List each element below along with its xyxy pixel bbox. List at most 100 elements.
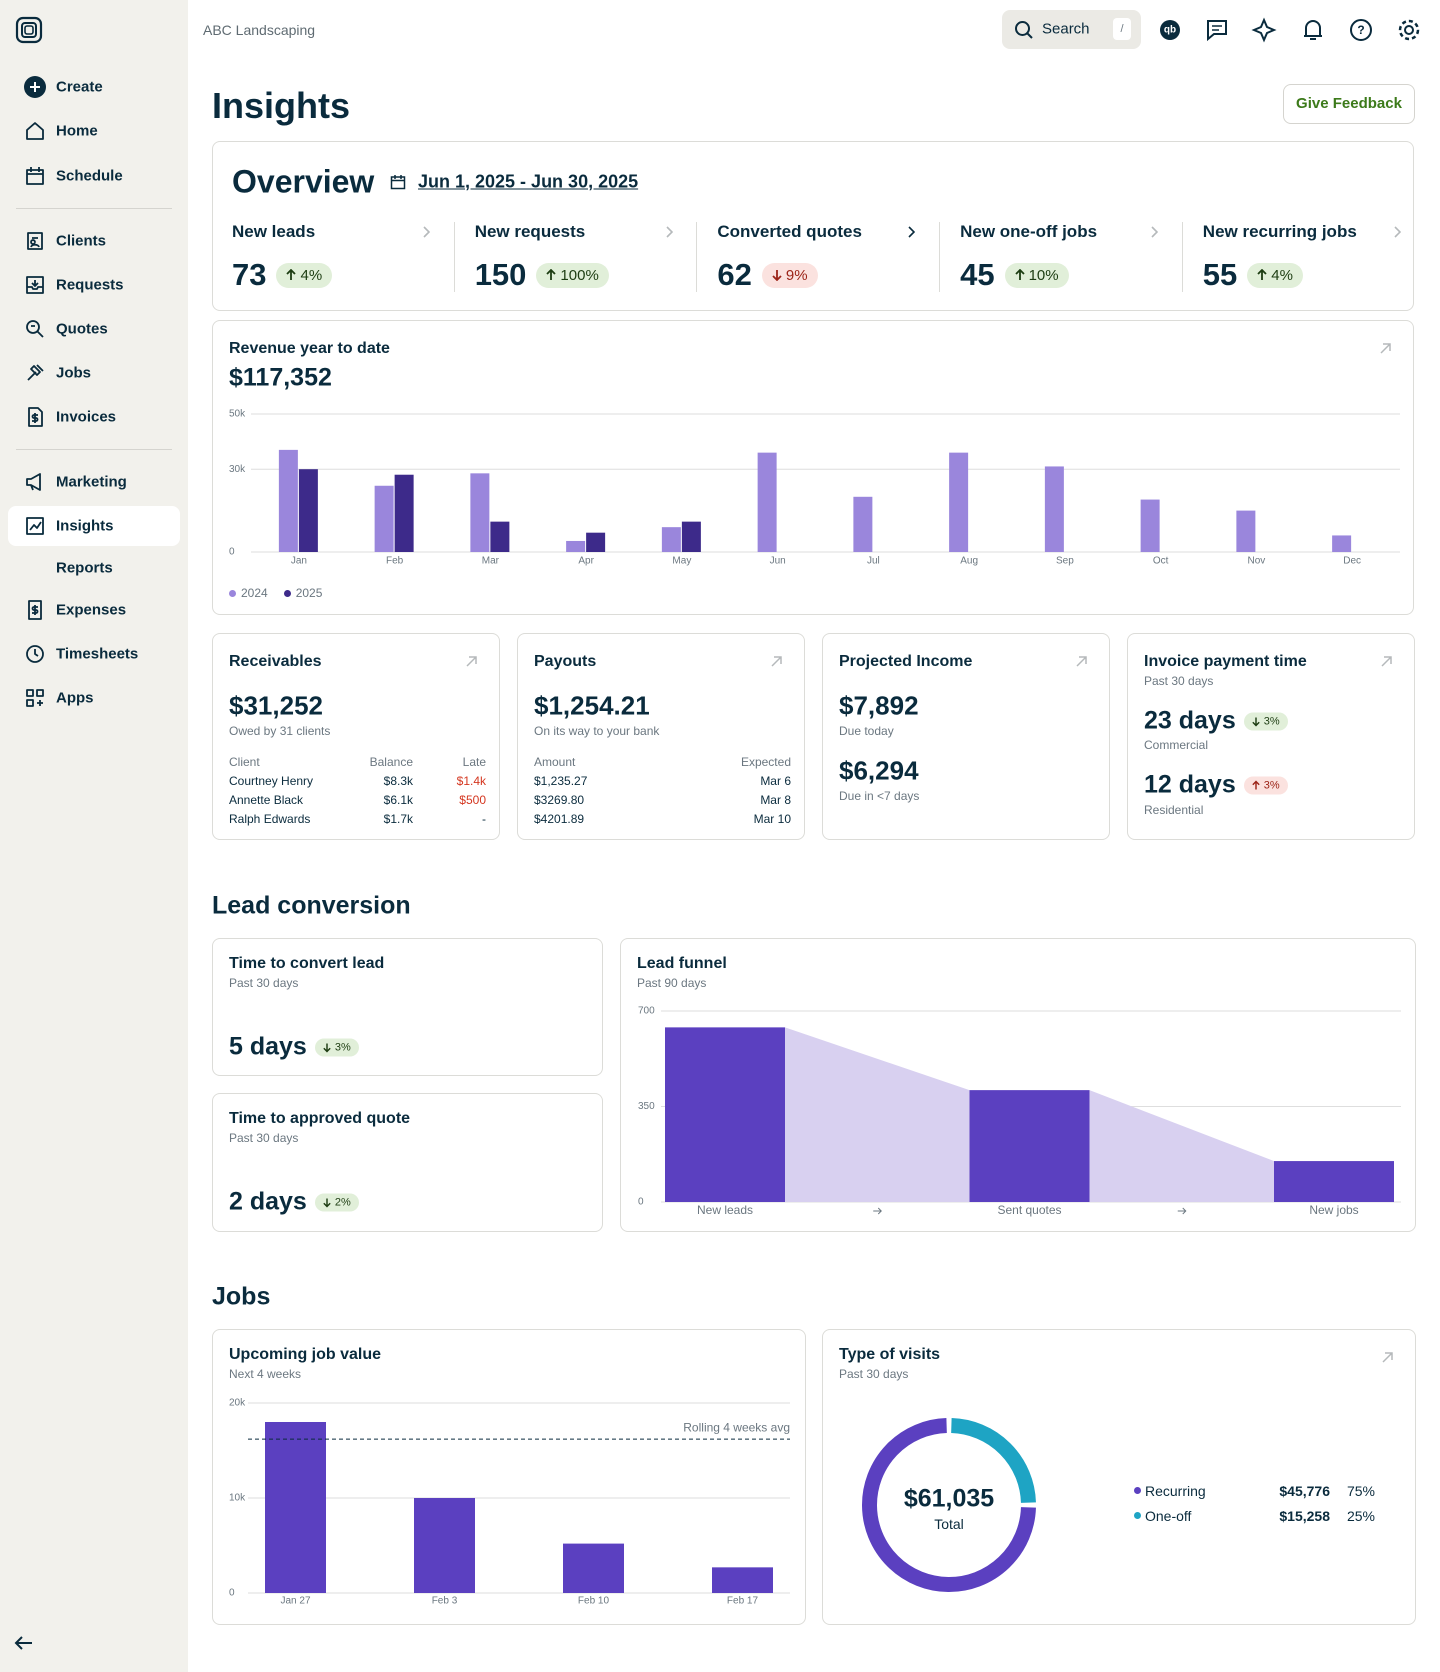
nav-item[interactable]: Create <box>8 67 180 107</box>
search-box[interactable]: Search / <box>1002 10 1141 49</box>
value-row: 55 4% <box>1203 257 1303 293</box>
legend-dot <box>229 589 236 597</box>
bar <box>374 485 394 552</box>
donut-segment <box>862 1418 1036 1592</box>
open-button[interactable] <box>1380 343 1391 354</box>
nav-item[interactable]: Insights <box>8 506 180 546</box>
nav-item[interactable]: Home <box>8 111 180 151</box>
column-header: Client <box>229 755 260 769</box>
metric-chevron <box>1394 226 1401 238</box>
note: Due today <box>839 724 894 738</box>
search-placeholder: Search <box>1042 20 1090 38</box>
quickbooks-button[interactable]: qb <box>1160 20 1180 40</box>
change-pill: 3% <box>1243 776 1288 794</box>
nav-item[interactable]: Quotes <box>8 309 180 349</box>
nav-item[interactable]: Marketing <box>8 462 180 502</box>
open-button[interactable] <box>771 656 782 667</box>
x-tick-label: May <box>672 556 691 567</box>
search-icon <box>1015 21 1033 39</box>
table-cell: Mar 8 <box>760 793 791 807</box>
open-button[interactable] <box>1381 656 1392 667</box>
value-row: 2 days 2% <box>229 1188 359 1217</box>
change-pill: 3% <box>314 1038 359 1056</box>
column-header: Balance <box>369 755 413 769</box>
x-tick-label: New leads <box>697 1203 753 1217</box>
open-icon <box>1076 656 1087 667</box>
y-tick-label: 0 <box>229 547 235 558</box>
bar <box>265 1422 326 1593</box>
metric-chevron <box>423 226 430 238</box>
bar <box>1140 499 1160 552</box>
arrow-path <box>1014 269 1025 280</box>
collapse-button[interactable] <box>14 1634 34 1652</box>
bar <box>566 540 586 552</box>
icon-shape <box>30 82 40 92</box>
nav-item[interactable]: Schedule <box>8 156 180 196</box>
messages-button[interactable] <box>1207 20 1227 42</box>
date-range[interactable]: Jun 1, 2025 - Jun 30, 2025 <box>418 171 639 192</box>
metric-chevron <box>1151 226 1159 238</box>
change-arrow <box>1014 269 1025 280</box>
bar <box>757 452 777 552</box>
open-button[interactable] <box>466 656 477 667</box>
nav-icon <box>27 232 43 250</box>
value: 5 days <box>229 1032 307 1061</box>
nav-item[interactable]: Reports <box>8 548 180 588</box>
help-button[interactable]: ? <box>1350 19 1372 41</box>
nav-item[interactable]: Requests <box>8 265 180 305</box>
chart: 0 350 700 New leads Sent quotes New jobs <box>638 1006 1401 1217</box>
chart: 0 30k 50k Jan Feb Mar Apr May Jun Jul Aug Sep Oct Nov… <box>229 409 1400 567</box>
value-row: 5 days 3% <box>229 1033 359 1062</box>
funnel-connector <box>785 1027 970 1202</box>
x-tick-label: Jan 27 <box>280 1596 310 1607</box>
nav-label: Insights <box>56 517 114 535</box>
nav-label: Requests <box>56 276 124 294</box>
nav-label: Schedule <box>56 167 123 185</box>
bar <box>490 521 510 552</box>
open-button[interactable] <box>1382 1352 1393 1363</box>
change-pill: 2% <box>314 1193 359 1211</box>
nav-icon <box>26 689 44 707</box>
feedback-button[interactable]: Give Feedback <box>1283 84 1415 124</box>
bar <box>563 1543 624 1593</box>
ai-button[interactable] <box>1251 17 1277 43</box>
legend-dot <box>1134 1487 1141 1494</box>
x-tick-label: Jun <box>770 556 786 567</box>
nav-item[interactable]: Timesheets <box>8 634 180 674</box>
open-icon <box>466 656 477 667</box>
card-title: Time to convert lead <box>229 955 385 972</box>
nav-item[interactable]: Expenses <box>8 590 180 630</box>
bar <box>1236 510 1256 552</box>
divider <box>1181 222 1183 292</box>
nav-item[interactable]: Jobs <box>8 353 180 393</box>
nav-item[interactable]: Clients <box>8 221 180 261</box>
table-cell: $1.7k <box>383 812 413 826</box>
nav-icon <box>26 167 44 185</box>
table-cell: $6.1k <box>383 793 413 807</box>
open-button[interactable] <box>1076 656 1087 667</box>
x-tick-label: Aug <box>960 556 978 567</box>
type-of-visits-card: Type of visits Past 30 days Recurring $45,7… <box>822 1329 1416 1625</box>
bar <box>1332 535 1352 552</box>
card-title: Invoice payment time <box>1144 653 1307 670</box>
icon-shape <box>908 226 916 238</box>
amount: $1,254.21 <box>534 690 650 721</box>
note: Owed by 31 clients <box>229 724 331 738</box>
change-value: 9% <box>785 266 808 284</box>
card-title: Payouts <box>534 653 597 670</box>
nav-item[interactable]: Invoices <box>8 397 180 437</box>
nav-item[interactable]: Apps <box>8 678 180 718</box>
settings-button[interactable] <box>1398 19 1420 41</box>
nav-icon <box>28 600 42 620</box>
notifications-button[interactable] <box>1304 20 1322 40</box>
x-tick-label: Feb <box>386 556 404 567</box>
y-tick-label: 0 <box>229 1588 235 1599</box>
value-row: 73 4% <box>232 257 333 293</box>
subtitle: Past 90 days <box>637 976 707 990</box>
icon-shape <box>26 276 44 294</box>
nav-icon <box>28 407 43 427</box>
nav-label: Apps <box>56 689 94 707</box>
change-arrow <box>286 269 297 280</box>
icon-shape <box>1151 226 1159 238</box>
logo[interactable] <box>15 16 43 44</box>
